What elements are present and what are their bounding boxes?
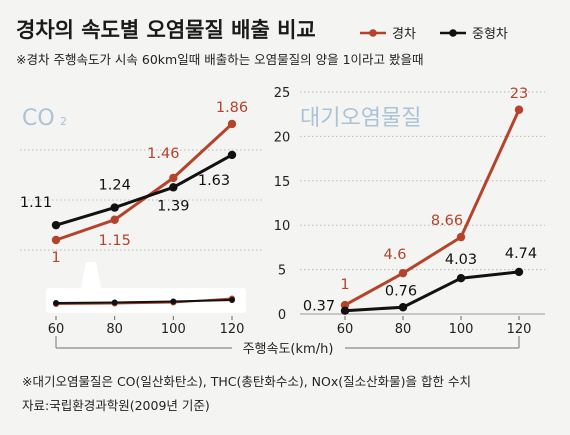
panel-left: CO 2 1 1.15 1.46 1.86 1.11 1.24 1.39 1.63 60 80 1… — [20, 100, 262, 337]
x-tick-label: 100 — [161, 322, 186, 337]
x-tick-label: 80 — [106, 322, 123, 337]
data-label-light: 1.46 — [147, 146, 179, 162]
series-line-light — [344, 109, 521, 307]
x-tick-label: 100 — [449, 322, 474, 337]
data-point-light — [456, 232, 466, 242]
data-point-mid — [110, 203, 119, 212]
x-axis-bracket: 주행속도(km/h) — [55, 336, 520, 357]
data-label-light: 23 — [510, 86, 528, 102]
data-label-light: 8.66 — [431, 213, 463, 229]
data-label-mid: 0.76 — [385, 283, 417, 299]
footnote-source: 자료:국립환경과학원(2009년 기준) — [22, 398, 210, 413]
data-point-mid — [340, 306, 350, 315]
data-point-light — [51, 235, 61, 245]
chart-title: 경차의 속도별 오염물질 배출 비교 — [16, 18, 316, 42]
y-tick-label: 25 — [274, 86, 291, 101]
inset-highlight-box — [46, 288, 246, 313]
legend-label-mid: 중형차 — [472, 27, 508, 42]
series-line-mid — [55, 153, 233, 227]
data-point-light — [514, 105, 524, 114]
data-point-mid — [456, 274, 466, 283]
data-point-mid — [514, 267, 524, 277]
data-label-light: 4.6 — [383, 247, 406, 263]
data-label-light: 1.86 — [216, 100, 248, 116]
data-label-mid: 1.24 — [99, 178, 131, 194]
mini-point-mid — [170, 298, 177, 305]
mini-point-mid — [53, 300, 59, 306]
data-point-light — [110, 215, 119, 224]
mini-series-line-mid — [55, 299, 233, 304]
data-point-mid — [169, 183, 178, 192]
data-point-mid — [51, 220, 61, 230]
panel-left-title: CO — [22, 106, 55, 131]
mini-point-mid — [229, 297, 235, 303]
y-tick-label: 15 — [274, 175, 291, 190]
data-label-mid: 1.39 — [157, 198, 189, 214]
inset-callout — [80, 262, 102, 292]
data-point-light — [227, 119, 237, 129]
data-point-light — [398, 268, 408, 278]
data-label-mid: 4.03 — [445, 252, 477, 268]
legend: 경차 중형차 — [360, 27, 508, 42]
data-label-light: 1 — [51, 250, 60, 266]
x-tick-label: 60 — [337, 322, 354, 337]
y-tick-label: 10 — [274, 219, 291, 234]
mini-point-mid — [111, 299, 118, 306]
legend-label-light: 경차 — [392, 27, 416, 42]
x-tick-label: 80 — [395, 322, 412, 337]
data-label-mid: 0.37 — [303, 299, 335, 315]
legend-marker-light — [369, 29, 377, 37]
panel-right: 대기오염물질 0 5 10 15 20 25 1 4.6 8.66 23 0.37 0.76 4.03… — [274, 86, 545, 337]
data-label-mid: 4.74 — [505, 246, 537, 262]
data-point-light — [169, 173, 178, 183]
footnote-pollutants: ※대기오염물질은 CO(일산화탄소), THC(총탄화수소), NOx(질소산화… — [22, 374, 471, 389]
data-label-mid: 1.11 — [20, 195, 52, 211]
y-tick-label: 20 — [274, 130, 291, 145]
data-point-mid — [227, 150, 237, 160]
data-label-light: 1 — [340, 277, 349, 293]
panel-right-title: 대기오염물질 — [300, 106, 421, 131]
y-tick-label: 5 — [278, 264, 286, 279]
data-point-mid — [398, 303, 408, 312]
x-tick-label: 120 — [220, 322, 245, 337]
x-tick-label: 120 — [507, 322, 532, 337]
panel-left-title-subscript: 2 — [60, 115, 67, 128]
x-tick-label: 60 — [48, 322, 65, 337]
data-label-mid: 1.63 — [198, 173, 230, 189]
data-label-light: 1.15 — [99, 233, 131, 249]
legend-marker-mid — [449, 29, 457, 37]
chart-subtitle: ※경차 주행속도가 시속 60km일때 배출하는 오염물질의 양을 1이라고 봤… — [16, 52, 424, 67]
series-line-mid — [344, 270, 520, 313]
y-tick-label: 0 — [278, 308, 286, 323]
x-axis-label: 주행속도(km/h) — [243, 341, 334, 357]
